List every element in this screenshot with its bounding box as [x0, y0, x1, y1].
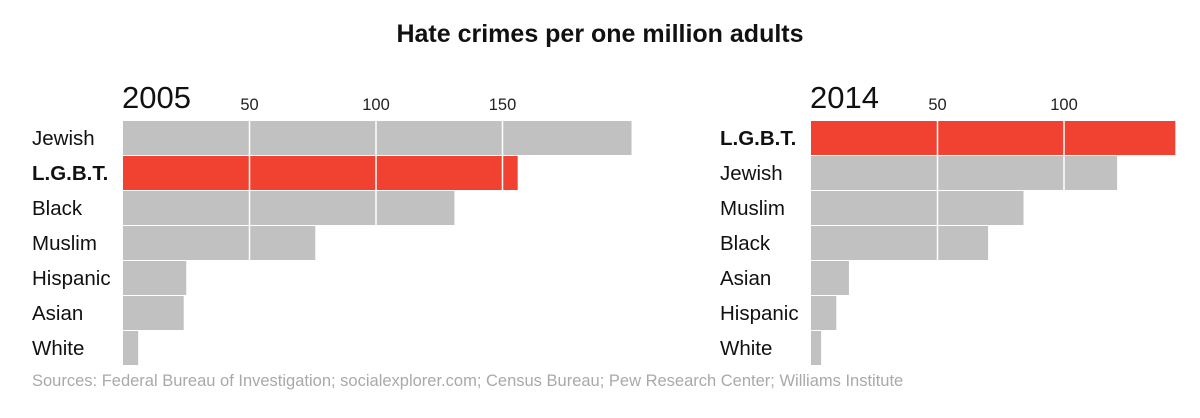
bar-2005-hispanic [123, 261, 187, 295]
tick-label-50: 50 [240, 96, 258, 114]
bar-2005-lgbt [123, 156, 518, 190]
category-label-asian: Asian [32, 302, 83, 325]
tick-label-100: 100 [1050, 96, 1078, 114]
category-label-muslim: Muslim [32, 232, 97, 255]
tick-label-150: 150 [489, 96, 517, 114]
category-label-lgbt: L.G.B.T. [720, 127, 796, 150]
bar-2014-jewish [811, 156, 1118, 190]
tick-label-50: 50 [928, 96, 946, 114]
year-label-2014: 2014 [810, 80, 879, 115]
category-label-hispanic: Hispanic [720, 302, 799, 325]
bar-2005-asian [123, 296, 184, 330]
tick-label-100: 100 [362, 96, 390, 114]
category-label-jewish: Jewish [720, 162, 783, 185]
category-label-jewish: Jewish [32, 127, 95, 150]
bar-2014-white [811, 331, 822, 365]
category-label-black: Black [720, 232, 771, 255]
category-label-black: Black [32, 197, 83, 220]
bar-2014-hispanic [811, 296, 837, 330]
category-label-hispanic: Hispanic [32, 267, 111, 290]
bar-2005-jewish [123, 121, 632, 155]
chart-title: Hate crimes per one million adults [396, 20, 804, 48]
bar-2005-black [123, 191, 455, 225]
bar-2014-lgbt [811, 121, 1176, 155]
category-label-white: White [32, 337, 84, 360]
bar-2005-white [123, 331, 139, 365]
category-label-asian: Asian [720, 267, 771, 290]
bar-2014-muslim [811, 191, 1024, 225]
year-label-2005: 2005 [122, 80, 191, 115]
category-label-lgbt: L.G.B.T. [32, 162, 108, 185]
category-label-muslim: Muslim [720, 197, 785, 220]
category-label-white: White [720, 337, 772, 360]
source-note: Sources: Federal Bureau of Investigation… [32, 372, 904, 390]
bar-2005-muslim [123, 226, 316, 260]
bar-2014-black [811, 226, 989, 260]
bar-2014-asian [811, 261, 849, 295]
